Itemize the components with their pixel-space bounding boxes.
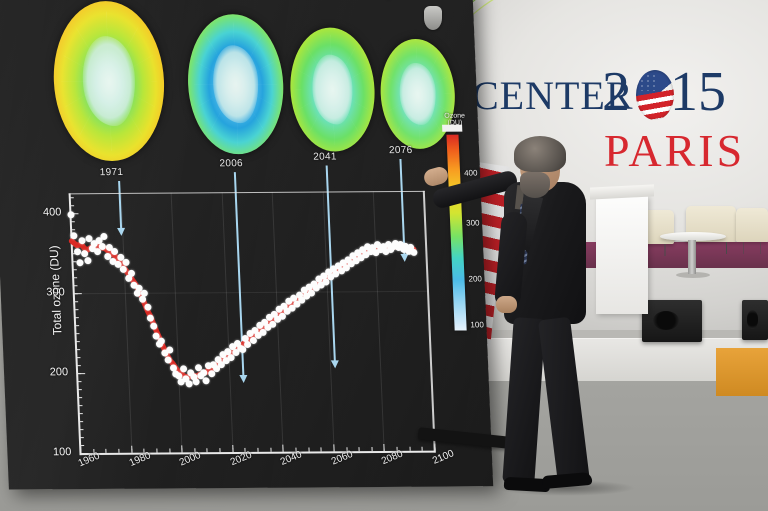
data-point <box>83 256 92 264</box>
round-table <box>660 232 726 278</box>
presenter <box>422 120 666 511</box>
ozone-colorbar <box>446 134 467 331</box>
globe-year-label-2006: 2006 <box>219 158 244 170</box>
ceiling-light-fixture-icon <box>424 6 442 30</box>
ozone-map-2041 <box>287 27 378 152</box>
ozone-timeseries-chart: Total ozone (DU) 1960 1980 2000 2020 2040 206… <box>43 190 456 469</box>
presenter-beard <box>520 172 550 198</box>
logo-city-paris: PARIS <box>604 125 746 176</box>
y-tick-label-200: 200 <box>49 366 69 379</box>
data-point <box>100 232 108 240</box>
logo-year-suffix: 15 <box>670 61 726 123</box>
y-tick-label-100: 100 <box>52 446 72 459</box>
logo-year-prefix: 2 <box>602 61 630 123</box>
podium <box>596 196 648 314</box>
globe-year-label-1971: 1971 <box>99 166 124 179</box>
presenter-leg-back <box>502 317 546 485</box>
data-point <box>140 289 149 297</box>
ozone-map-1971 <box>50 0 168 162</box>
data-point <box>410 248 418 256</box>
venue-logo: CENTER 2 15 PARIS <box>472 58 742 178</box>
y-tick-label-300: 300 <box>46 286 65 299</box>
data-point <box>164 356 172 364</box>
data-point <box>70 232 78 240</box>
presenter-shoe-front <box>541 471 593 490</box>
slide-title: he hole will recover in the latter half … <box>106 0 457 4</box>
data-point <box>144 303 152 311</box>
display-content: he hole will recover in the latter half … <box>0 0 493 490</box>
stage-monitor-speaker <box>642 300 702 342</box>
data-point <box>98 243 106 251</box>
ozone-map-2076 <box>378 38 458 150</box>
colorbar-cap <box>442 124 463 132</box>
data-point <box>138 295 146 303</box>
data-point <box>119 265 128 273</box>
ozone-map-2006 <box>185 13 287 155</box>
data-point <box>81 249 89 257</box>
y-tick-label-400: 400 <box>42 206 62 219</box>
globe-year-label-2076: 2076 <box>388 144 413 157</box>
data-point <box>73 248 81 256</box>
data-point <box>121 258 130 266</box>
stage-edge <box>430 330 768 338</box>
presenter-legs <box>502 316 596 494</box>
lounge-chair <box>736 208 768 254</box>
orange-floor-panel <box>716 348 768 396</box>
data-point <box>149 322 158 330</box>
data-point <box>127 269 135 277</box>
data-point <box>179 365 187 373</box>
stage-monitor-speaker <box>742 300 768 340</box>
data-point <box>185 380 193 388</box>
presentation-display-board: he hole will recover in the latter half … <box>0 0 493 490</box>
slide-title-tail: century <box>350 0 393 1</box>
colorbar-title-line1: Ozone <box>444 112 466 120</box>
globe-year-label-2041: 2041 <box>313 151 337 163</box>
presenter-hair <box>514 136 566 172</box>
logo-word-center: CENTER <box>472 73 634 118</box>
us-flag-oval-icon <box>636 70 674 120</box>
data-point <box>66 211 75 219</box>
trend-curve <box>68 238 417 380</box>
presenter-leg-front <box>538 316 590 486</box>
data-point <box>199 368 208 376</box>
data-point <box>78 236 86 244</box>
presenter-hand <box>496 296 517 313</box>
